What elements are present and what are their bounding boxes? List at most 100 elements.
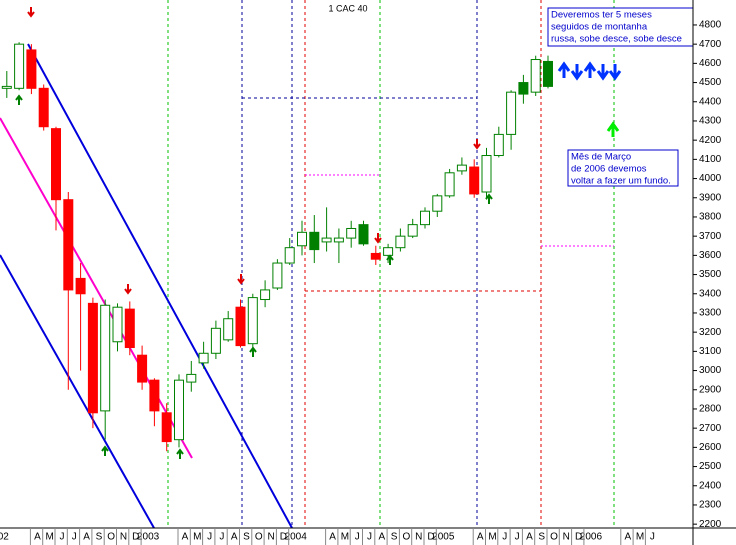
down-arrow: [570, 64, 584, 81]
annotation: russa, sobe desce, sobe desce: [551, 34, 682, 45]
x-tick-label: J: [60, 532, 65, 543]
x-tick-label: N: [120, 532, 127, 543]
x-tick-label: J: [219, 532, 224, 543]
y-tick-label: 2200: [699, 519, 722, 530]
x-tick-label: 2003: [137, 532, 160, 543]
candle-body: [543, 60, 553, 87]
candle-body: [407, 224, 418, 237]
candle-body: [432, 195, 443, 212]
candle-body: [420, 210, 430, 226]
candle-body: [100, 304, 111, 412]
candle-body: [309, 231, 320, 251]
x-tick-label: J: [367, 532, 372, 543]
candle-body: [284, 247, 295, 264]
candle-body: [456, 164, 467, 172]
x-tick-label: A: [624, 532, 631, 543]
y-tick-label: 2400: [699, 480, 722, 491]
y-tick-label: 3500: [699, 269, 722, 280]
x-tick-label: 2006: [580, 532, 603, 543]
annotation-box: [567, 149, 679, 187]
down-arrow: [374, 233, 382, 244]
x-tick-label: A: [378, 532, 385, 543]
signal-arrows: [15, 7, 622, 459]
candle-body: [63, 199, 74, 291]
candle-body: [358, 224, 369, 245]
candle-body: [174, 379, 184, 441]
candle-body: [506, 91, 517, 135]
trend-line: [27, 43, 293, 529]
y-tick-label: 2500: [699, 461, 722, 472]
y-tick-label: 3100: [699, 346, 722, 357]
candle-body: [235, 306, 246, 347]
x-tick-label: A: [477, 532, 484, 543]
candle-body: [370, 252, 381, 260]
x-tick-label: A: [231, 532, 238, 543]
down-arrow: [237, 274, 245, 285]
candle-body: [38, 87, 49, 128]
candle-body: [444, 172, 455, 197]
x-tick-label: J: [207, 532, 212, 543]
y-tick-label: 2300: [699, 500, 722, 511]
candle-body: [518, 82, 529, 95]
candle-body: [112, 306, 123, 343]
down-arrow: [27, 7, 35, 18]
x-tick-label: J: [355, 532, 360, 543]
y-tick-label: 4200: [699, 135, 722, 146]
annotation: voltar a fazer um fundo.: [571, 176, 671, 187]
y-tick-label: 2700: [699, 423, 722, 434]
candle-body: [272, 262, 283, 289]
y-tick-label: 4000: [699, 173, 722, 184]
candle-body: [51, 128, 61, 201]
up-arrow: [485, 193, 493, 204]
candle-body: [260, 289, 271, 301]
candle-body: [124, 308, 135, 349]
candles: [1, 42, 553, 452]
x-tick-label: D: [280, 532, 287, 543]
up-arrow: [101, 445, 109, 456]
x-tick-label: M: [636, 532, 644, 543]
x-tick-label: A: [182, 532, 189, 543]
y-tick-label: 4300: [699, 116, 722, 127]
annotation-box: [547, 7, 694, 47]
chart-title: 1 CAC 40: [328, 3, 367, 13]
y-tick-label: 3700: [699, 231, 722, 242]
candle-body: [530, 59, 541, 93]
candle-body: [14, 43, 25, 89]
x-tick-label: D: [575, 532, 582, 543]
x-tick-label: M: [193, 532, 201, 543]
x-tick-label: N: [415, 532, 422, 543]
candle-body: [297, 231, 307, 247]
x-tick-label: A: [329, 532, 336, 543]
x-tick-label: D: [132, 532, 139, 543]
candle-body: [1, 85, 12, 89]
candle-body: [481, 155, 492, 193]
down-arrow: [608, 64, 622, 81]
up-arrow: [249, 346, 257, 357]
up-arrow: [176, 448, 184, 459]
x-tick-label: O: [255, 532, 263, 543]
x-tick-label: S: [243, 532, 250, 543]
y-tick-label: 4500: [699, 77, 722, 88]
y-tick-label: 4600: [699, 58, 722, 69]
y-tick-label: 4400: [699, 96, 722, 107]
candle-body: [383, 247, 394, 256]
x-tick-label: J: [515, 532, 520, 543]
annotation: seguidos de montanha: [551, 22, 648, 33]
candle-body: [149, 379, 160, 412]
y-tick-label: 2900: [699, 384, 722, 395]
down-arrow: [473, 139, 481, 150]
candle-body: [346, 227, 357, 239]
y-tick-label: 3200: [699, 327, 722, 338]
x-tick-label: J: [72, 532, 77, 543]
candle-body: [87, 302, 98, 414]
candle-body: [395, 235, 406, 249]
x-tick-label: 2005: [432, 532, 455, 543]
candle-body: [26, 49, 37, 89]
x-tick-label: M: [46, 532, 54, 543]
up-arrow: [583, 61, 597, 78]
x-tick-label: J: [650, 532, 655, 543]
up-arrow: [606, 121, 620, 137]
x-tick-label: N: [563, 532, 570, 543]
